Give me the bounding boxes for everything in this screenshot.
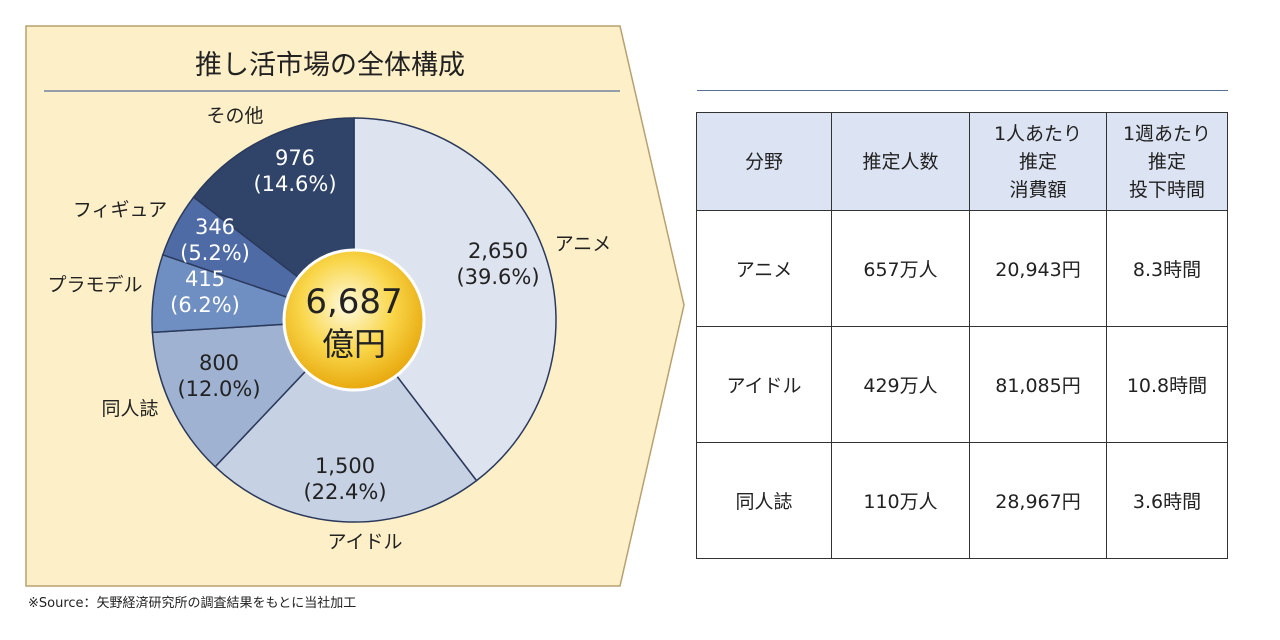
- header-line: 分野: [744, 150, 783, 173]
- slice-percent-label: (39.6%): [456, 265, 539, 289]
- header-cell: 1人あたり推定消費額: [969, 112, 1107, 211]
- table-cell: アニメ: [696, 210, 832, 327]
- table-row: アイドル 429万人 81,085円 10.8時間: [696, 326, 1228, 443]
- slice-percent-label: (14.6%): [253, 172, 336, 196]
- table-cell: 81,085円: [969, 326, 1107, 443]
- slice-value-label: 800: [199, 351, 239, 375]
- slice-category-name: 同人誌: [101, 398, 158, 420]
- table-cell: 8.3時間: [1106, 210, 1228, 327]
- slice-category-name: フィギュア: [73, 199, 167, 221]
- table-top-rule: [697, 90, 1228, 91]
- slice-value-label: 415: [185, 267, 225, 291]
- table-cell: 110万人: [831, 442, 970, 559]
- table-cell: 28,967円: [969, 442, 1107, 559]
- header-cell: 推定人数: [831, 112, 970, 211]
- slice-value-label: 2,650: [468, 239, 528, 263]
- slice-value-label: 1,500: [315, 454, 375, 478]
- table-cell: アイドル: [696, 326, 832, 443]
- table-cell: 同人誌: [696, 442, 832, 559]
- header-cell: 分野: [696, 112, 832, 211]
- slice-value-label: 976: [275, 146, 315, 170]
- slice-percent-label: (6.2%): [170, 293, 240, 317]
- header-line: 1人あたり: [993, 122, 1083, 145]
- table-cell: 10.8時間: [1106, 326, 1228, 443]
- table-row: アニメ 657万人 20,943円 8.3時間: [696, 210, 1228, 327]
- table-cell: 429万人: [831, 326, 970, 443]
- center-total-unit: 億円: [322, 325, 386, 363]
- chart-title: 推し活市場の全体構成: [195, 50, 465, 81]
- market-pie-panel: 推し活市場の全体構成 2,650(39.6%)1,500(22.4%)800(1…: [25, 25, 685, 587]
- header-line: 投下時間: [1128, 178, 1205, 201]
- slice-category-name: アイドル: [327, 531, 402, 553]
- header-line: 推定: [1018, 150, 1057, 173]
- header-line: 1週あたり: [1122, 122, 1212, 145]
- slice-value-label: 346: [195, 215, 235, 239]
- header-line: 推定: [1147, 150, 1186, 173]
- slice-percent-label: (12.0%): [177, 377, 260, 401]
- slice-percent-label: (5.2%): [180, 241, 250, 265]
- source-footnote: ※Source：矢野経済研究所の調査結果をもとに当社加工: [28, 596, 357, 611]
- slice-category-name: プラモデル: [47, 274, 142, 296]
- pie-slice: [214, 318, 478, 523]
- pie-labels: 2,650(39.6%) 1,500(22.4%) 800(12.0%) 415(6.…: [170, 146, 539, 504]
- table-row: 同人誌 110万人 28,967円 3.6時間: [696, 442, 1228, 559]
- header-line: 消費額: [1009, 178, 1067, 201]
- table-cell: 657万人: [831, 210, 970, 327]
- header-line: 推定人数: [862, 150, 939, 173]
- center-circle: [282, 248, 426, 392]
- pie-slice: [353, 117, 557, 482]
- header-cell: 1週あたり推定投下時間: [1106, 112, 1228, 211]
- table-header-row: 分野 推定人数 1人あたり推定消費額 1週あたり推定投下時間: [696, 112, 1228, 211]
- table-cell: 20,943円: [969, 210, 1107, 327]
- center-total-value: 6,687: [305, 282, 402, 322]
- slice-category-name: アニメ: [555, 233, 612, 255]
- table-cell: 3.6時間: [1106, 442, 1228, 559]
- market-stats-table: 分野 推定人数 1人あたり 推定 消費額 1週あたり 推定 投下時間 アニメ 657万人 2…: [696, 112, 1228, 559]
- slice-percent-label: (22.4%): [303, 480, 386, 504]
- slice-category-name: その他: [206, 105, 263, 127]
